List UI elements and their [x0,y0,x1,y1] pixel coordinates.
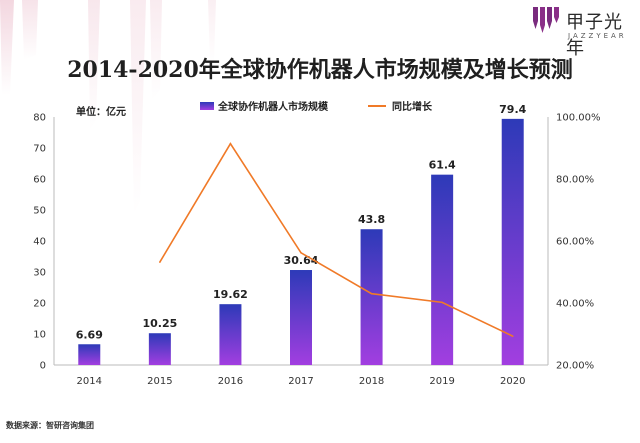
y-left-tick-label: 60 [33,175,46,186]
brand-name: 甲子光年 [566,12,623,59]
bar-series [78,118,524,365]
brand-name-en: JAZZYEAR [568,32,627,40]
background-decoration [0,0,216,215]
y-left-tick-label: 20 [33,299,46,310]
y-left-tick-label: 40 [33,237,46,248]
growth-point [511,335,514,337]
unit-label: 单位：亿元 [76,107,126,118]
x-tick-label: 2014 [77,376,102,387]
growth-point [300,251,302,254]
x-tick-label: 2020 [500,376,525,387]
legend-bar-swatch [200,102,214,110]
x-tick-label: 2018 [359,376,384,387]
bar [431,174,454,365]
brand-logo-icon [533,7,559,33]
y-left-tick-label: 10 [33,330,46,341]
bar-value-label: 43.8 [358,213,385,226]
x-ticks: 2014 2015 2016 2017 2018 2019 2020 [77,376,526,387]
growth-line [159,142,514,337]
bar [360,229,383,365]
bar-value-label: 10.25 [142,317,177,330]
legend-line-label: 同比增长 [392,100,433,113]
bar [78,344,101,365]
bar [501,118,524,365]
y-left-tick-label: 30 [33,268,46,279]
bar [148,333,171,365]
chart-title: 2014-2020年全球协作机器人市场规模及增长预测 [67,57,573,83]
growth-point [229,142,232,145]
bar [219,304,242,365]
x-tick-label: 2019 [429,376,454,387]
legend-bar-label: 全球协作机器人市场规模 [217,100,329,113]
growth-point [370,292,373,295]
bar-value-label: 6.69 [76,328,103,341]
bar-value-label: 79.4 [499,103,526,116]
y-left-ticks: 0 10 20 30 40 50 60 70 80 [33,113,46,372]
growth-point [441,301,443,304]
bar-value-label: 19.62 [213,288,248,301]
y-right-tick-label: 20.00% [556,361,594,372]
y-left-tick-label: 80 [33,113,46,124]
y-right-tick-label: 80.00% [556,175,594,186]
growth-line-series [159,142,514,337]
y-right-tick-label: 40.00% [556,299,594,310]
source-label: 数据来源：智研咨询集团 [6,420,94,430]
growth-point [159,261,161,263]
y-left-tick-label: 50 [33,206,46,217]
y-left-tick-label: 70 [33,144,46,155]
y-right-ticks: 20.00% 40.00% 60.00% 80.00% 100.00% [556,113,601,372]
bar-value-label: 61.4 [429,159,456,172]
y-right-tick-label: 60.00% [556,237,594,248]
x-tick-label: 2017 [288,376,313,387]
legend: 全球协作机器人市场规模 同比增长 [200,100,433,113]
bar [290,270,312,365]
y-right-tick-label: 100.00% [556,113,601,124]
x-tick-label: 2015 [147,376,172,387]
y-left-tick-label: 0 [40,361,46,372]
x-tick-label: 2016 [218,376,243,387]
